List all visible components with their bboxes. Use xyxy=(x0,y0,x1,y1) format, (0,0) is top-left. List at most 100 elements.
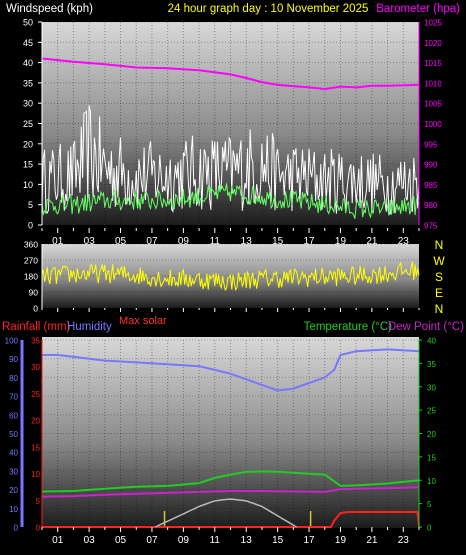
x-tick-label: 05 xyxy=(115,236,127,247)
x-tick-label: 13 xyxy=(241,236,253,247)
x-tick-label: 13 xyxy=(241,535,253,546)
y-tick-label: 90 xyxy=(29,288,39,298)
y-tick-label: 0 xyxy=(28,221,33,231)
dew-point-axis-label: Dew Point (°C) xyxy=(388,321,464,333)
x-tick-label: 01 xyxy=(52,236,64,247)
x-tick-label: 23 xyxy=(398,535,410,546)
x-tick-label: 01 xyxy=(52,535,64,546)
temp-panel-grid xyxy=(42,339,419,528)
rain-tick-label: 35 xyxy=(31,337,40,346)
y2-tick-label: 1020 xyxy=(424,39,442,48)
compass-label: N xyxy=(435,302,444,316)
y2-tick-label: 995 xyxy=(424,140,438,149)
humidity-series-line xyxy=(42,348,420,392)
y2-tick-label: 990 xyxy=(424,161,438,170)
x-tick-label: 21 xyxy=(366,236,378,247)
x-tick-label: 15 xyxy=(272,236,284,247)
compass-label: N xyxy=(435,238,444,252)
y-tick-label: 40 xyxy=(23,58,33,68)
rain-tick-label: 10 xyxy=(31,470,40,479)
y2-tick-label: 1005 xyxy=(424,100,442,109)
solar-series-line xyxy=(154,498,297,528)
compass-label: E xyxy=(435,286,443,300)
x-tick-label: 23 xyxy=(398,236,410,247)
barometer-series-line xyxy=(41,57,420,91)
temperature-axis-label: Temperature (°C) xyxy=(304,321,392,333)
y2-tick-label: 975 xyxy=(424,222,438,231)
x-tick-label: 05 xyxy=(115,535,127,546)
y2-tick-label: 1010 xyxy=(424,79,442,88)
x-tick-label: 15 xyxy=(272,535,284,546)
max-solar-label: Max solar xyxy=(119,315,167,327)
x-tick-label: 07 xyxy=(146,535,158,546)
y-tick-label: 50 xyxy=(23,18,33,28)
dew-point-series-line xyxy=(41,486,420,498)
temp-tick-label: 0 xyxy=(427,524,432,533)
x-tick-label: 19 xyxy=(335,236,347,247)
rain-tick-label: 30 xyxy=(31,363,40,372)
x-tick-label: 21 xyxy=(366,535,378,546)
temperature-series-line xyxy=(41,470,420,493)
y-tick-label: 30 xyxy=(23,99,33,109)
humidity-tick-label: 70 xyxy=(9,393,18,402)
temp-tick-label: 10 xyxy=(427,477,436,486)
humidity-tick-label: 40 xyxy=(9,449,18,458)
direction-series-line xyxy=(41,261,420,292)
humidity-tick-label: 90 xyxy=(9,355,18,364)
rain-tick-label: 0 xyxy=(36,524,41,533)
rain-tick-label: 25 xyxy=(31,390,40,399)
temp-panel xyxy=(42,337,419,528)
temp-tick-label: 25 xyxy=(427,407,436,416)
rain-tick-label: 20 xyxy=(31,417,40,426)
rainfall-series-line xyxy=(42,511,420,528)
temp-tick-label: 5 xyxy=(427,500,432,509)
y-tick-label: 270 xyxy=(24,256,38,266)
humidity-tick-label: 30 xyxy=(9,467,18,476)
y-tick-label: 45 xyxy=(23,38,33,48)
x-tick-label: 17 xyxy=(303,236,315,247)
y-tick-label: 10 xyxy=(23,180,33,190)
humidity-tick-label: 80 xyxy=(9,374,18,383)
y-tick-label: 0 xyxy=(33,304,38,314)
y-tick-label: 15 xyxy=(23,160,33,170)
y2-tick-label: 1000 xyxy=(424,120,442,129)
compass-label: S xyxy=(435,270,443,284)
x-tick-label: 09 xyxy=(178,236,190,247)
y-tick-label: 25 xyxy=(23,119,33,129)
y-tick-label: 180 xyxy=(24,272,38,282)
x-tick-label: 07 xyxy=(146,236,158,247)
temp-tick-label: 40 xyxy=(427,337,436,346)
humidity-axis-label: Humidity xyxy=(67,321,112,333)
rain-tick-label: 5 xyxy=(36,497,41,506)
temp-tick-label: 20 xyxy=(427,430,436,439)
barometer-axis-label: Barometer (hpa) xyxy=(376,3,460,15)
temp-tick-label: 35 xyxy=(427,360,436,369)
x-tick-label: 03 xyxy=(84,236,96,247)
temp-tick-label: 30 xyxy=(427,383,436,392)
y-tick-label: 35 xyxy=(23,78,33,88)
y-tick-label: 5 xyxy=(28,200,33,210)
x-tick-label: 11 xyxy=(210,236,221,247)
humidity-tick-label: 0 xyxy=(14,524,19,533)
chart-title: 24 hour graph day : 10 November 2025 xyxy=(168,3,369,15)
temp-tick-label: 15 xyxy=(427,453,436,462)
y2-tick-label: 985 xyxy=(424,181,438,190)
wind-axis-label: Windspeed (kph) xyxy=(6,3,93,15)
y2-tick-label: 980 xyxy=(424,201,438,210)
humidity-tick-label: 20 xyxy=(9,486,18,495)
y2-tick-label: 1015 xyxy=(424,59,442,68)
wind-panel xyxy=(42,22,419,225)
compass-label: W xyxy=(433,254,445,268)
rain-tick-label: 15 xyxy=(31,443,40,452)
x-tick-label: 11 xyxy=(210,535,221,546)
humidity-tick-label: 10 xyxy=(9,505,18,514)
x-tick-label: 17 xyxy=(303,535,315,546)
avg-wind-series-line xyxy=(41,182,420,219)
y2-tick-label: 1025 xyxy=(424,19,442,28)
humidity-tick-label: 60 xyxy=(9,411,18,420)
humidity-tick-label: 50 xyxy=(9,430,18,439)
x-tick-label: 19 xyxy=(335,535,347,546)
x-tick-label: 09 xyxy=(178,535,190,546)
